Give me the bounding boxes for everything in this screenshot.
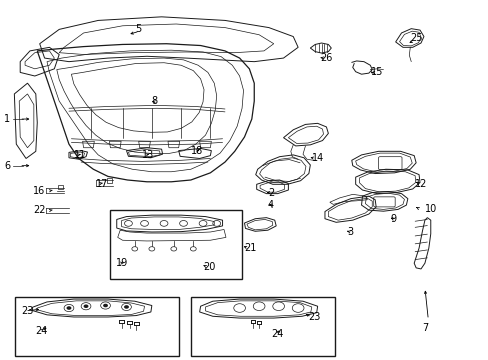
Text: 5: 5: [135, 24, 141, 35]
Text: 12: 12: [414, 179, 427, 189]
Text: 13: 13: [142, 150, 154, 160]
Bar: [190, 297, 334, 356]
Text: 11: 11: [74, 150, 86, 160]
Text: 20: 20: [203, 262, 215, 272]
Circle shape: [83, 305, 88, 308]
Circle shape: [66, 306, 71, 310]
Text: 19: 19: [116, 258, 128, 268]
Text: 2: 2: [267, 188, 274, 198]
Text: 25: 25: [409, 33, 422, 43]
Circle shape: [124, 305, 129, 309]
Text: 6: 6: [4, 161, 10, 171]
Text: 24: 24: [271, 329, 283, 339]
Bar: [15, 297, 178, 356]
Text: 1: 1: [4, 114, 10, 124]
Text: 8: 8: [152, 96, 158, 106]
Text: 15: 15: [370, 67, 383, 77]
Text: 26: 26: [320, 53, 332, 63]
Bar: [110, 211, 242, 279]
Text: 23: 23: [21, 306, 34, 316]
Text: 14: 14: [311, 153, 324, 163]
Text: 7: 7: [421, 323, 427, 333]
Text: 16: 16: [33, 186, 45, 196]
Text: 22: 22: [33, 206, 45, 216]
Text: 21: 21: [244, 243, 256, 253]
Text: 3: 3: [346, 227, 352, 237]
Text: 23: 23: [307, 312, 320, 322]
Text: 17: 17: [96, 179, 108, 189]
Text: 24: 24: [35, 325, 47, 336]
Text: 9: 9: [390, 215, 396, 224]
Circle shape: [103, 304, 108, 307]
Text: 18: 18: [190, 146, 203, 156]
Text: 10: 10: [424, 204, 436, 214]
Text: 4: 4: [267, 200, 273, 210]
